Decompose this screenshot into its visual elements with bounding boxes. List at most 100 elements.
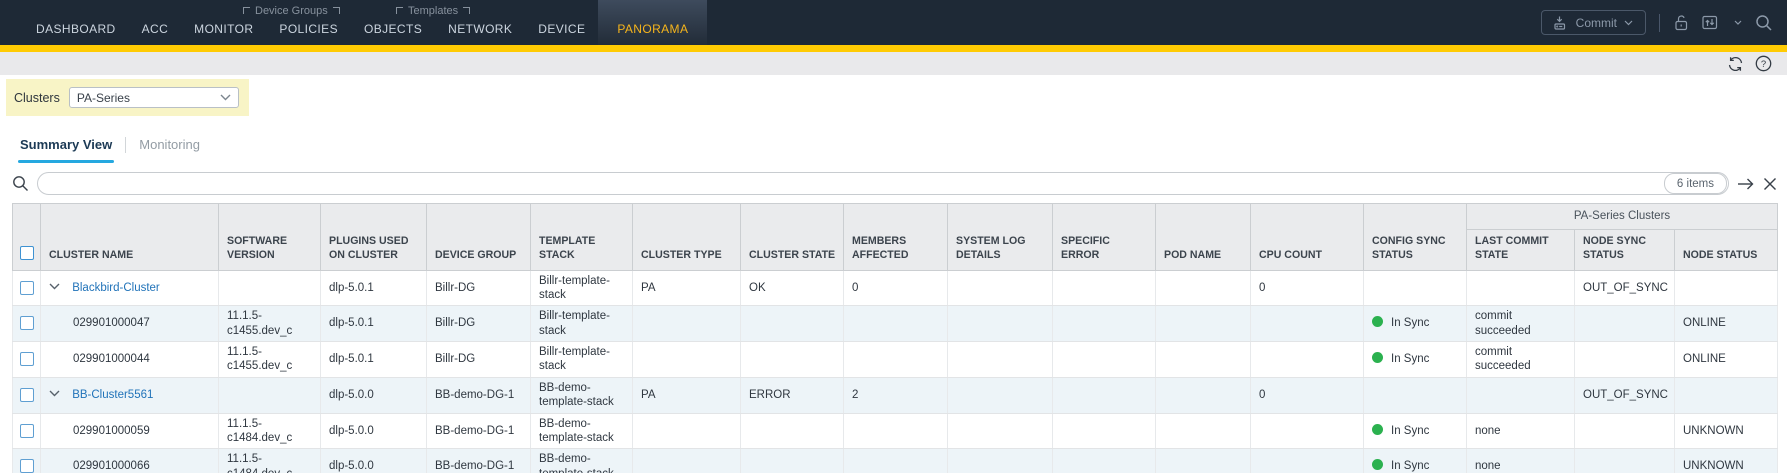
help-icon[interactable]: ? xyxy=(1755,55,1772,72)
cell-software-version: 11.1.5-c1484.dev_c xyxy=(218,413,321,450)
secondary-toolbar: ? xyxy=(0,52,1787,75)
cell-last-commit-state: commit succeeded xyxy=(1466,341,1575,378)
nav-divider xyxy=(1659,13,1660,32)
cell-cluster-type xyxy=(632,413,741,450)
collapse-chevron-icon[interactable] xyxy=(49,390,60,397)
cell-cluster-type: PA xyxy=(632,377,741,414)
row-checkbox[interactable] xyxy=(19,423,34,438)
col-members-affected[interactable]: MEMBERS AFFECTED xyxy=(843,203,948,271)
cell-cpu-count xyxy=(1250,341,1364,378)
col-specific-error[interactable]: SPECIFIC ERROR xyxy=(1052,203,1156,271)
cell-node-status: UNKNOWN xyxy=(1673,413,1779,450)
col-node-status[interactable]: NODE STATUS xyxy=(1673,229,1779,271)
col-cluster-state[interactable]: CLUSTER STATE xyxy=(740,203,844,271)
nav-item-device[interactable]: DEVICE xyxy=(538,22,586,36)
table-row: 029901000066 11.1.5-c1484.dev_c dlp-5.0.… xyxy=(12,448,1779,473)
cell-device-group: Billr-DG xyxy=(426,341,531,378)
cell-pod-name xyxy=(1155,377,1251,414)
cell-node-status xyxy=(1673,377,1779,414)
cell-node-sync-status xyxy=(1574,413,1675,450)
cell-template-stack: BB-demo-template-stack xyxy=(530,377,633,414)
chevron-down-icon[interactable] xyxy=(1734,20,1742,25)
cell-pod-name xyxy=(1155,448,1251,473)
col-plugins-used[interactable]: PLUGINS USED ON CLUSTER xyxy=(320,203,427,271)
table-row: BB-Cluster5561 dlp-5.0.0 BB-demo-DG-1 BB… xyxy=(12,377,1779,414)
nav-item-policies[interactable]: POLICIES xyxy=(279,22,338,36)
col-cpu-count[interactable]: CPU COUNT xyxy=(1250,203,1364,271)
cell-system-log-details xyxy=(947,270,1053,307)
refresh-icon[interactable] xyxy=(1727,56,1744,72)
device-serial: 029901000047 xyxy=(73,317,150,330)
cell-node-sync-status: OUT_OF_SYNC xyxy=(1574,270,1675,307)
clear-filter-icon[interactable] xyxy=(1763,177,1777,191)
cell-system-log-details xyxy=(947,341,1053,378)
search-icon[interactable] xyxy=(12,175,29,192)
col-pod-name[interactable]: POD NAME xyxy=(1155,203,1251,271)
cell-last-commit-state xyxy=(1466,270,1575,307)
col-system-log-details[interactable]: SYSTEM LOG DETAILS xyxy=(947,203,1053,271)
col-cluster-type[interactable]: CLUSTER TYPE xyxy=(632,203,741,271)
tab-summary-view[interactable]: Summary View xyxy=(17,137,115,163)
cell-members-affected xyxy=(843,341,948,378)
nav-item-acc[interactable]: ACC xyxy=(141,22,169,36)
table-row: Blackbird-Cluster dlp-5.0.1 Billr-DG Bil… xyxy=(12,270,1779,307)
cell-members-affected xyxy=(843,413,948,450)
commit-button[interactable]: Commit xyxy=(1540,10,1646,35)
in-sync-dot xyxy=(1372,316,1383,328)
templates-bracket-label: Templates xyxy=(396,5,471,17)
nav-item-monitor[interactable]: MONITOR xyxy=(194,22,254,36)
cell-node-sync-status xyxy=(1574,341,1675,378)
row-checkbox[interactable] xyxy=(19,316,34,331)
row-checkbox[interactable] xyxy=(19,459,34,473)
col-last-commit-state[interactable]: LAST COMMIT STATE xyxy=(1466,229,1575,271)
nav-item-panorama[interactable]: PANORAMA xyxy=(598,0,708,45)
clusters-select[interactable]: PA-Series xyxy=(68,87,239,108)
col-device-group[interactable]: DEVICE GROUP xyxy=(426,203,531,271)
sync-status-label: In Sync xyxy=(1391,317,1430,330)
col-cluster-name[interactable]: CLUSTER NAME xyxy=(40,203,219,271)
cell-device-group: BB-demo-DG-1 xyxy=(426,413,531,450)
cell-cluster-type xyxy=(632,341,741,378)
nav-item-dashboard[interactable]: DASHBOARD xyxy=(36,22,116,36)
cell-plugins: dlp-5.0.0 xyxy=(320,413,427,450)
templates-text: Templates xyxy=(408,5,459,17)
cell-system-log-details xyxy=(947,377,1053,414)
cell-template-stack: Billr-template-stack xyxy=(530,305,633,343)
cluster-name-link[interactable]: Blackbird-Cluster xyxy=(72,281,160,294)
nav-item-objects[interactable]: OBJECTS xyxy=(363,22,423,36)
bracket-right-icon xyxy=(463,7,471,14)
row-checkbox[interactable] xyxy=(19,387,34,402)
commit-label: Commit xyxy=(1575,15,1617,30)
col-template-stack[interactable]: TEMPLATE STACK xyxy=(530,203,633,271)
select-all-checkbox[interactable] xyxy=(19,245,34,260)
cell-node-sync-status: OUT_OF_SYNC xyxy=(1574,377,1675,414)
col-software-version[interactable]: SOFTWARE VERSION xyxy=(218,203,321,271)
cell-template-stack: BB-demo-template-stack xyxy=(530,448,633,473)
config-audit-icon[interactable] xyxy=(1702,14,1721,31)
cell-specific-error xyxy=(1052,413,1156,450)
bracket-left-icon xyxy=(396,7,403,14)
in-sync-dot xyxy=(1372,352,1383,364)
cell-cpu-count: 0 xyxy=(1250,270,1364,307)
col-config-sync-status[interactable]: CONFIG SYNC STATUS xyxy=(1363,203,1467,271)
bracket-right-icon xyxy=(332,7,340,14)
col-node-sync-status[interactable]: NODE SYNC STATUS xyxy=(1574,229,1675,271)
search-row: 6 items xyxy=(0,172,1787,195)
apply-filter-arrow-icon[interactable] xyxy=(1737,177,1755,191)
filter-search-input[interactable]: 6 items xyxy=(37,172,1729,195)
row-checkbox[interactable] xyxy=(19,280,34,295)
row-checkbox[interactable] xyxy=(19,352,34,367)
commit-icon xyxy=(1554,16,1565,30)
unlock-icon[interactable] xyxy=(1673,14,1689,31)
search-icon[interactable] xyxy=(1755,14,1773,32)
tab-monitoring[interactable]: Monitoring xyxy=(139,137,200,152)
collapse-chevron-icon[interactable] xyxy=(49,283,60,290)
tab-divider xyxy=(125,137,127,153)
cluster-name-link[interactable]: BB-Cluster5561 xyxy=(72,388,154,401)
svg-text:?: ? xyxy=(1761,59,1766,70)
cell-members-affected: 0 xyxy=(843,270,948,307)
nav-item-network[interactable]: NETWORK xyxy=(448,22,513,36)
sync-status-label: In Sync xyxy=(1391,353,1430,366)
table-row: 029901000059 11.1.5-c1484.dev_c dlp-5.0.… xyxy=(12,413,1779,450)
cell-software-version xyxy=(218,377,321,414)
